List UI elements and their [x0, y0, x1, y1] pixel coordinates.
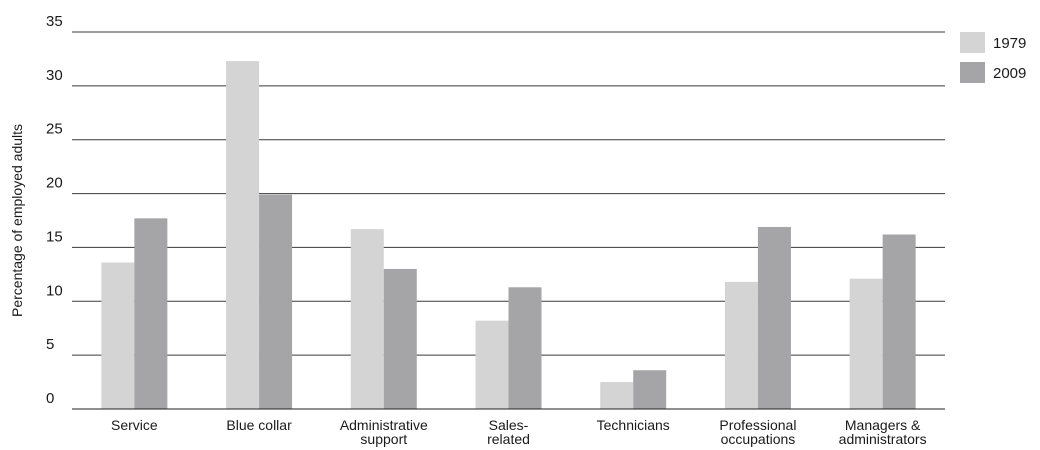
- bar-1979: [600, 382, 634, 409]
- legend: 1979 2009: [960, 32, 1026, 83]
- y-tick-label: 20: [46, 175, 63, 192]
- y-tick-label: 10: [46, 282, 63, 299]
- bar-2009: [633, 370, 667, 409]
- bar-1979: [849, 278, 883, 409]
- category-label: Managers & administrators: [839, 417, 927, 447]
- legend-swatch-1979: [960, 32, 985, 53]
- y-axis-title: Percentage of employed adults: [9, 124, 25, 317]
- category-labels: Service Blue collar Administrative support S…: [111, 417, 927, 447]
- bar-2009: [259, 194, 293, 409]
- bar-2009: [757, 226, 791, 409]
- bar-1979: [724, 281, 758, 409]
- y-tick-label: 0: [46, 390, 54, 407]
- bar-2009: [383, 268, 417, 409]
- y-tick-label: 25: [46, 121, 63, 138]
- legend-swatch-2009: [960, 62, 985, 83]
- gridlines: [72, 31, 945, 356]
- bar-2009: [508, 287, 542, 409]
- y-tick-label: 5: [46, 336, 54, 353]
- y-tick-label: 35: [46, 13, 63, 30]
- category-label: Professional occupations: [719, 417, 796, 447]
- category-label: Technicians: [597, 417, 670, 433]
- bar-1979: [350, 229, 384, 409]
- bars: [101, 61, 916, 409]
- legend-label-1979: 1979: [993, 35, 1026, 52]
- legend-label-2009: 2009: [993, 65, 1026, 82]
- bar-1979: [101, 262, 135, 409]
- category-label: Service: [111, 417, 158, 433]
- category-label: Administrative support: [340, 417, 428, 447]
- bar-1979: [226, 61, 260, 409]
- y-tick-label: 30: [46, 67, 63, 84]
- category-label: Sales-related: [487, 417, 530, 447]
- bar-2009: [882, 234, 916, 409]
- bar-2009: [134, 218, 168, 409]
- bar-1979: [475, 320, 509, 409]
- y-tick-label: 15: [46, 228, 63, 245]
- category-label: Blue collar: [226, 417, 292, 433]
- y-axis-ticks: 0 5 10 15 20 25 30 35: [46, 13, 63, 407]
